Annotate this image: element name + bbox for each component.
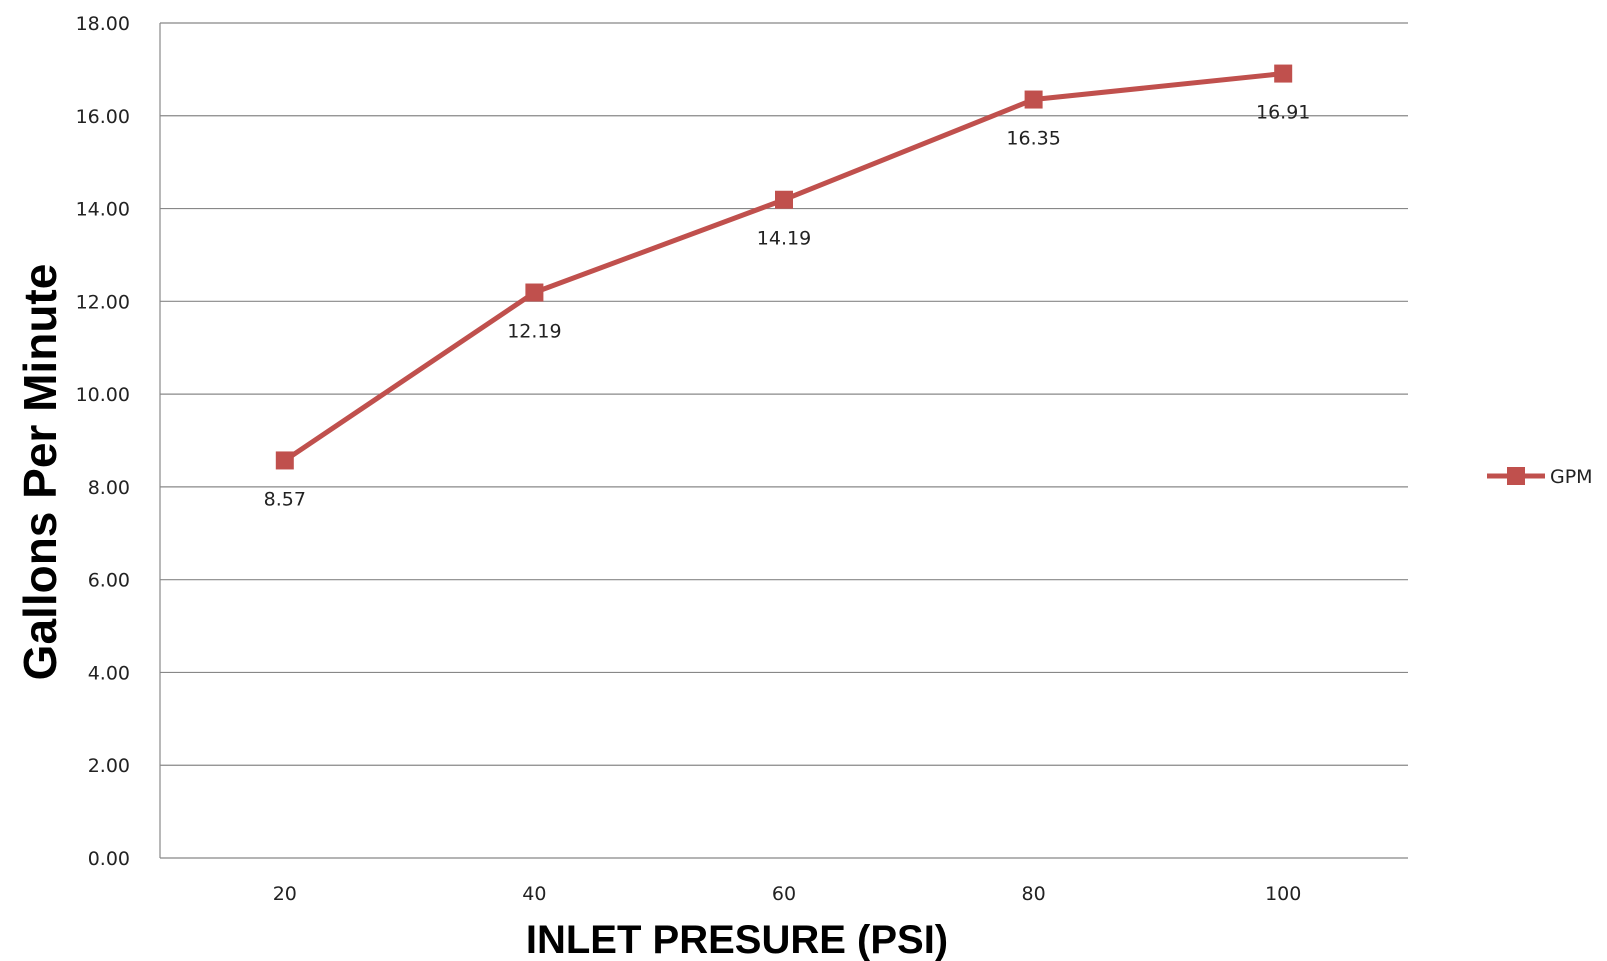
legend-label-gpm: GPM [1550,466,1593,488]
gridlines [160,22,1408,766]
x-tick-label: 100 [1265,883,1301,905]
data-label: 12.19 [507,321,561,343]
axes [159,23,1408,859]
data-point-marker [525,283,544,302]
y-axis-title: Gallons Per Minute [14,264,66,681]
y-tick-label: 6.00 [88,570,130,592]
x-tick-label: 20 [273,883,297,905]
legend: GPM [1487,466,1593,488]
y-tick-label: 4.00 [88,662,130,684]
x-axis-title: INLET PRESURE (PSI) [526,918,948,961]
y-tick-label: 8.00 [88,477,130,499]
y-axis-tick-labels: 0.00 2.00 4.00 6.00 8.00 10.00 12.00 14.00 16.00… [76,13,130,870]
data-point-marker [275,451,294,470]
legend-marker-gpm [1507,467,1525,485]
data-label: 16.35 [1006,128,1060,150]
y-tick-label: 16.00 [76,106,130,128]
data-labels: 8.57 12.19 14.19 16.35 16.91 [264,102,1311,511]
y-tick-label: 10.00 [76,384,130,406]
y-tick-label: 18.00 [76,13,130,35]
data-point-marker [1024,90,1043,109]
x-axis-tick-labels: 20 40 60 80 100 [273,883,1302,905]
data-point-marker [775,190,793,209]
data-label: 8.57 [264,488,306,510]
data-label: 16.91 [1256,102,1310,124]
y-tick-label: 14.00 [76,199,130,221]
x-tick-label: 80 [1022,883,1046,905]
data-point-marker [1274,64,1293,83]
x-tick-label: 60 [772,883,796,905]
series-gpm [275,64,1293,470]
y-tick-label: 2.00 [88,755,130,777]
x-tick-label: 40 [522,883,546,905]
y-tick-label: 0.00 [88,848,130,870]
data-label: 14.19 [757,228,811,250]
y-tick-label: 12.00 [76,291,130,313]
series-line-gpm [283,71,1284,463]
